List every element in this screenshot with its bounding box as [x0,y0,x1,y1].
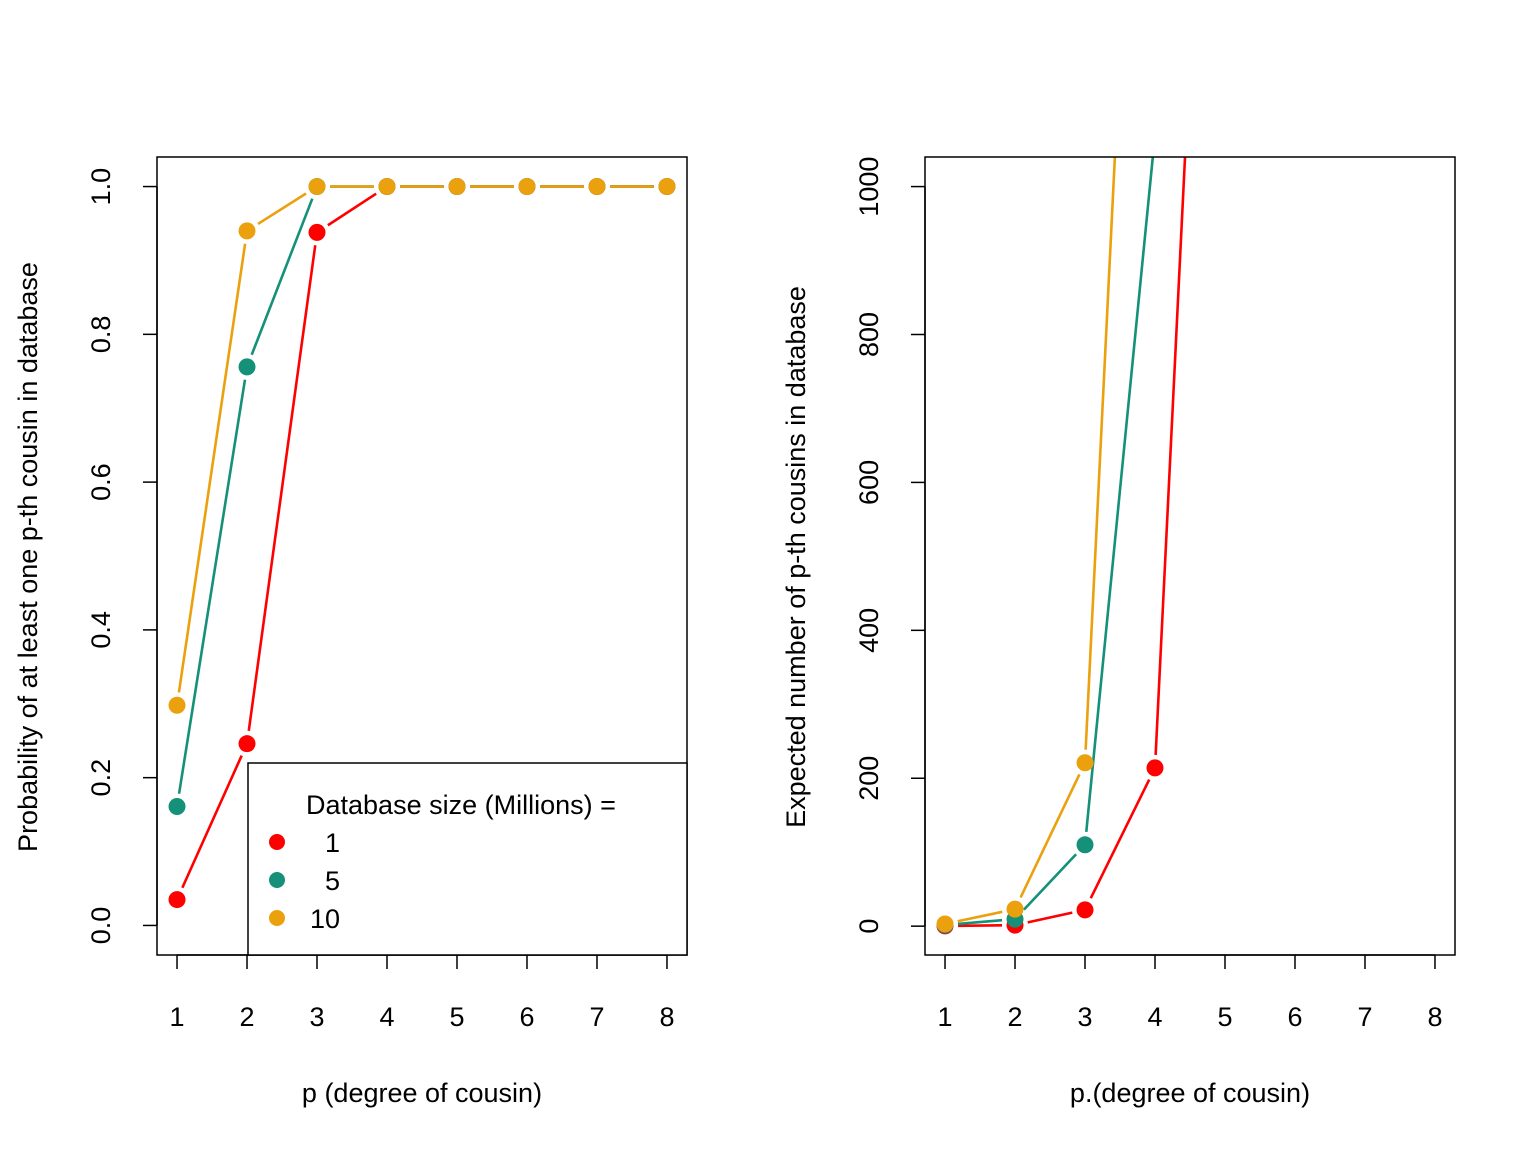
series-1-point [1076,901,1094,919]
legend: Database size (Millions) = 1 5 10 [247,762,688,956]
y-tick-label: 1.0 [86,168,116,206]
series-10-segment [957,910,1003,923]
x-tick-label: 3 [1077,1002,1092,1032]
x-tick-label: 4 [1147,1002,1162,1032]
x-tick-label: 7 [589,1002,604,1032]
series-10-point [658,178,676,196]
x-tick-label: 1 [938,1002,953,1032]
legend-entry-label: 10 [310,904,340,934]
x-tick-label: 2 [1007,1002,1022,1032]
series-1-segment [1154,157,1187,755]
series-10-point [448,178,466,196]
series-10-point [1076,754,1094,772]
y-tick-label: 800 [854,312,884,357]
series-1-segment [1027,911,1073,924]
x-tick-label: 1 [170,1002,185,1032]
x-tick-label: 6 [519,1002,534,1032]
y-tick-label: 200 [854,756,884,801]
series-1-segment [327,192,377,227]
series-10-point [936,915,954,933]
series-10-point [378,178,396,196]
series-5-point [238,358,256,376]
x-tick-label: 6 [1287,1002,1302,1032]
legend-entry-label: 1 [325,828,340,858]
x-axis-label: p (degree of cousin) [302,1078,542,1108]
series-1-segment [181,755,243,889]
series-5-segment [1022,853,1078,911]
legend-box [247,762,688,956]
x-tick-label: 8 [1427,1002,1442,1032]
series-5-segment [1084,157,1155,832]
series-5-point [1147,126,1164,143]
series-5-segment [177,379,247,794]
plot-frame [924,156,1456,956]
y-tick-label: 400 [854,608,884,653]
series-10-point [308,178,326,196]
x-tick-label: 5 [1217,1002,1232,1032]
y-tick-label: 0.0 [86,907,116,945]
series-group [168,178,676,909]
series-5-segment [250,198,314,356]
series-10-point [518,178,536,196]
series-1-segment [247,245,317,731]
series-1-point [308,223,326,241]
x-axis-label: p.(degree of cousin) [1070,1078,1310,1108]
series-10-point [168,696,186,714]
x-tick-label: 2 [239,1002,254,1032]
y-tick-label: 1000 [854,157,884,217]
series-5-segment [957,918,1003,926]
y-tick-label: 0.6 [86,463,116,501]
series-1-segment [1089,778,1151,899]
left-probability-panel: 1 2 3 4 5 6 7 8 p (degree of cousin) 0.0 0.2 0.4 0.6… [13,156,688,1108]
legend-marker-10 [269,910,285,926]
series-1-point [238,735,256,753]
y-axis-label: Expected number of p-th cousins in datab… [781,286,811,828]
series-10-segment [177,243,247,693]
x-tick-label: 3 [309,1002,324,1032]
series-1-point [1146,759,1164,777]
series-group [936,126,1187,935]
y-tick-label: 600 [854,460,884,505]
legend-marker-1 [269,834,285,850]
y-tick-label: 0 [854,919,884,934]
series-10-point [238,222,256,240]
series-1-segment [958,923,1003,928]
series-5-point [1076,836,1094,854]
series-10-point [588,178,606,196]
legend-marker-5 [269,872,285,888]
series-1-point [168,891,186,909]
series-10-segment [1084,157,1117,750]
y-axis-label: Probability of at least one p-th cousin … [13,262,43,852]
legend-title: Database size (Millions) = [306,790,616,820]
series-10-point [1006,900,1024,918]
x-tick-label: 8 [659,1002,674,1032]
x-tick-label: 5 [449,1002,464,1032]
series-5-point [168,797,186,815]
x-tick-label: 7 [1357,1002,1372,1032]
y-tick-label: 0.8 [86,316,116,354]
x-tick-label: 4 [379,1002,394,1032]
right-expected-count-panel: 1 2 3 4 5 6 7 8 p.(degree of cousin) 0 200 400 600 80… [781,126,1456,1108]
legend-entry-label: 5 [325,866,340,896]
y-tick-label: 0.4 [86,611,116,649]
y-tick-label: 0.2 [86,759,116,797]
series-10-segment [257,192,307,226]
series-10-segment [1019,773,1081,898]
